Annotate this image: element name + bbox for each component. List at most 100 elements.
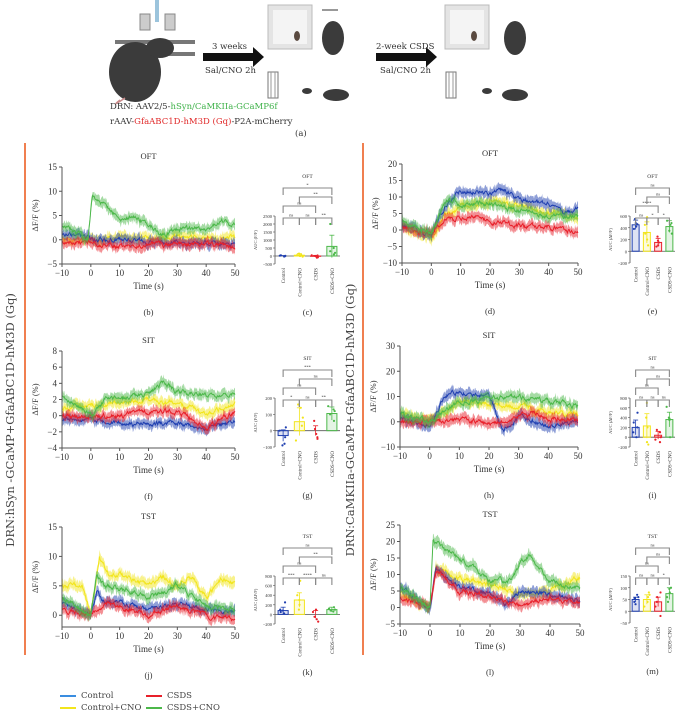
category-label: CSDS+CNO bbox=[331, 268, 336, 294]
x-tick-label: 40 bbox=[202, 631, 212, 641]
legend-swatch bbox=[146, 707, 162, 709]
legend-label: CSDS bbox=[167, 691, 192, 701]
x-axis-label: Time (s) bbox=[133, 644, 163, 654]
significance-label: ns bbox=[656, 374, 660, 379]
data-point bbox=[646, 426, 648, 428]
x-tick-label: 50 bbox=[231, 631, 241, 641]
legend-label: Control bbox=[81, 691, 113, 701]
category-label: Control+CNO bbox=[298, 451, 303, 480]
significance-bracket-1-4 bbox=[636, 188, 670, 195]
data-point bbox=[298, 604, 300, 606]
x-tick-label: 0 bbox=[89, 452, 94, 462]
x-tick-label: 0 bbox=[429, 267, 434, 277]
data-point bbox=[327, 405, 329, 407]
panel-label: (m) bbox=[646, 666, 658, 676]
y-tick-label: 0 bbox=[393, 225, 398, 235]
y-tick-label: −10 bbox=[381, 442, 396, 452]
data-point bbox=[314, 255, 316, 257]
category-label: CSDS bbox=[657, 451, 662, 464]
x-tick-label: 40 bbox=[544, 451, 554, 461]
significance-bracket-1-4 bbox=[283, 188, 332, 195]
x-tick-label: 30 bbox=[514, 451, 524, 461]
y-tick-label: 0 bbox=[53, 235, 58, 245]
x-tick-label: 50 bbox=[231, 452, 241, 462]
y-tick-label: 5 bbox=[53, 211, 58, 221]
data-point bbox=[302, 256, 304, 258]
data-point bbox=[632, 431, 634, 433]
data-point bbox=[284, 436, 286, 438]
significance-label: ** bbox=[313, 552, 318, 557]
category-label: Control+CNO bbox=[298, 268, 303, 297]
category-label: Control+CNO bbox=[298, 628, 303, 657]
data-point bbox=[656, 601, 658, 603]
data-point bbox=[656, 429, 658, 431]
x-tick-label: −10 bbox=[393, 628, 408, 638]
category-label: Control bbox=[282, 450, 287, 466]
y-tick-label: 10 bbox=[386, 570, 396, 580]
y-tick-label: 50 bbox=[623, 598, 628, 603]
panel-label: (j) bbox=[144, 670, 152, 680]
data-point bbox=[333, 253, 335, 255]
y-axis-label: AUC (ΔF/F) bbox=[608, 411, 613, 434]
y-tick-label: 600 bbox=[620, 406, 628, 411]
legend-swatch bbox=[60, 707, 76, 709]
data-point bbox=[669, 591, 671, 593]
data-point bbox=[329, 223, 331, 225]
x-tick-label: −10 bbox=[55, 268, 70, 278]
chart-title: TST bbox=[648, 534, 658, 540]
legend-item-control-cno: Control+CNO bbox=[60, 703, 141, 713]
x-tick-label: 10 bbox=[115, 631, 125, 641]
y-tick-label: 0 bbox=[270, 254, 273, 259]
data-point bbox=[302, 417, 304, 419]
data-point bbox=[658, 241, 660, 243]
significance-bracket-1-4 bbox=[283, 548, 332, 555]
data-point bbox=[634, 603, 636, 605]
y-tick-label: 100 bbox=[265, 412, 273, 417]
chart-title: SIT bbox=[648, 356, 657, 362]
data-point bbox=[281, 444, 283, 446]
significance-label: ns bbox=[650, 395, 654, 400]
chart-title: OFT bbox=[140, 151, 157, 161]
data-point bbox=[316, 618, 318, 620]
x-tick-label: 10 bbox=[456, 267, 466, 277]
data-point bbox=[671, 233, 673, 235]
data-point bbox=[655, 245, 657, 247]
data-point bbox=[285, 426, 287, 428]
x-tick-label: 20 bbox=[485, 451, 495, 461]
data-point bbox=[647, 596, 649, 598]
data-point bbox=[313, 616, 315, 618]
y-axis-label: AUC (F/F) bbox=[253, 230, 258, 250]
significance-label: ** bbox=[322, 213, 327, 218]
y-tick-label: 1000 bbox=[263, 238, 273, 243]
panel-label: (e) bbox=[648, 306, 658, 316]
category-label: CSDS+CNO bbox=[331, 451, 336, 477]
y-tick-label: 20 bbox=[386, 537, 396, 547]
chart-title: SIT bbox=[142, 335, 156, 345]
x-tick-label: 20 bbox=[486, 267, 496, 277]
significance-label: ns bbox=[650, 183, 654, 188]
data-point bbox=[659, 615, 661, 617]
y-tick-label: 8 bbox=[53, 346, 58, 356]
data-point bbox=[668, 230, 670, 232]
x-tick-label: −10 bbox=[395, 267, 410, 277]
significance-bracket-2-4 bbox=[299, 557, 332, 564]
significance-label: * bbox=[290, 395, 293, 400]
x-tick-label: 30 bbox=[516, 628, 526, 638]
data-point bbox=[332, 610, 334, 612]
data-point bbox=[647, 244, 649, 246]
significance-label: ns bbox=[305, 543, 309, 548]
x-tick-label: 40 bbox=[202, 452, 212, 462]
y-tick-label: 0 bbox=[391, 603, 396, 613]
significance-bracket-2-3 bbox=[647, 400, 658, 407]
significance-label: ns bbox=[662, 395, 666, 400]
data-point bbox=[643, 605, 645, 607]
data-point bbox=[667, 601, 669, 603]
y-tick-label: 800 bbox=[265, 574, 273, 579]
data-point bbox=[635, 225, 637, 227]
category-label: Control bbox=[635, 266, 640, 282]
